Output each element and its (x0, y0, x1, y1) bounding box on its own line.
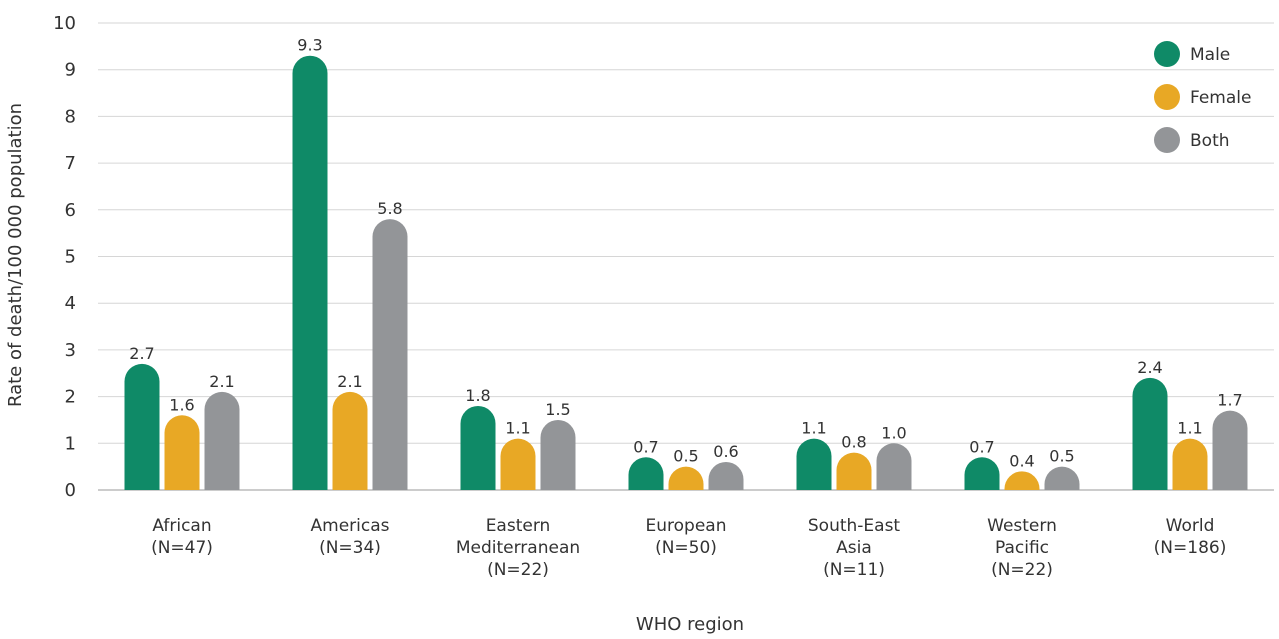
value-label: 1.5 (545, 400, 570, 419)
category-label: (N=22) (487, 560, 549, 580)
y-tick-label: 8 (65, 106, 76, 127)
value-label: 0.5 (1049, 447, 1074, 466)
legend-swatch-both (1154, 127, 1180, 153)
value-label: 9.3 (297, 36, 322, 55)
category-label: European (646, 516, 727, 536)
category-label: African (152, 516, 211, 536)
value-label: 2.1 (209, 372, 234, 391)
value-label: 0.4 (1009, 451, 1034, 470)
value-label: 0.7 (633, 437, 658, 456)
value-label: 5.8 (377, 199, 402, 218)
value-label: 1.6 (169, 395, 194, 414)
value-label: 1.1 (801, 419, 826, 438)
value-label: 0.5 (673, 447, 698, 466)
y-tick-label: 3 (65, 340, 76, 361)
category-label: Western (987, 516, 1057, 536)
category-label: (N=47) (151, 538, 213, 558)
legend-swatch-female (1154, 84, 1180, 110)
value-label: 1.8 (465, 386, 490, 405)
bar-male (964, 457, 1000, 490)
category-label: (N=186) (1154, 538, 1227, 558)
bar-male (1132, 377, 1168, 490)
category-label: (N=22) (991, 560, 1053, 580)
value-label: 0.8 (841, 433, 866, 452)
value-label: 1.1 (505, 419, 530, 438)
bar-both (204, 391, 240, 490)
value-label: 1.7 (1217, 391, 1242, 410)
category-label: Asia (836, 538, 872, 558)
bar-both (372, 219, 408, 490)
legend-label: Female (1190, 88, 1251, 108)
bar-female (1004, 471, 1040, 490)
category-label: World (1166, 516, 1215, 536)
y-tick-label: 6 (65, 200, 76, 221)
bar-female (332, 391, 368, 490)
legend-label: Both (1190, 131, 1230, 151)
value-label: 2.7 (129, 344, 154, 363)
bar-male (460, 405, 496, 490)
legend: Male Female Both (1154, 41, 1251, 153)
value-label: 1.0 (881, 423, 906, 442)
value-label: 0.7 (969, 437, 994, 456)
value-label: 2.1 (337, 372, 362, 391)
bar-both (1212, 410, 1248, 490)
y-tick-label: 1 (65, 433, 76, 454)
y-tick-label: 10 (53, 13, 76, 34)
bar-both (1044, 466, 1080, 490)
legend-label: Male (1190, 45, 1230, 65)
bar-female (668, 466, 704, 490)
bar-female (164, 415, 200, 490)
y-axis-title: Rate of death/100 000 population (5, 103, 26, 407)
category-label: South-East (808, 516, 901, 536)
gridlines (98, 22, 1274, 491)
value-label: 1.1 (1177, 419, 1202, 438)
y-tick-label: 4 (65, 293, 76, 314)
bar-female (836, 452, 872, 490)
category-label: (N=34) (319, 538, 381, 558)
category-label: Americas (311, 516, 390, 536)
bar-male (796, 438, 832, 490)
y-axis-ticks: 0 1 2 3 4 5 6 7 8 9 10 (53, 13, 76, 501)
bar-both (876, 443, 912, 490)
category-label: Mediterranean (456, 538, 580, 558)
y-tick-label: 9 (65, 60, 76, 81)
bar-female (1172, 438, 1208, 490)
category-labels: African(N=47) Americas(N=34) EasternMedite… (151, 516, 1226, 580)
category-label: Pacific (995, 538, 1049, 558)
value-labels: 2.7 1.6 2.1 9.3 2.1 5.8 1.8 1.1 1.5 0.7 0.5 0.6 1.1 0… (129, 36, 1242, 471)
bar-both (708, 461, 744, 490)
x-axis-title: WHO region (636, 614, 744, 635)
category-label: (N=11) (823, 560, 885, 580)
y-tick-label: 7 (65, 153, 76, 174)
bar-male (628, 457, 664, 490)
bar-female (500, 438, 536, 490)
bar-male (124, 363, 160, 490)
category-label: (N=50) (655, 538, 717, 558)
y-tick-label: 5 (65, 247, 76, 268)
category-label: Eastern (486, 516, 551, 536)
value-label: 2.4 (1137, 358, 1162, 377)
bar-male (292, 55, 328, 490)
bar-both (540, 419, 576, 490)
legend-swatch-male (1154, 41, 1180, 67)
y-tick-label: 2 (65, 387, 76, 408)
value-label: 0.6 (713, 442, 738, 461)
bars (124, 55, 1248, 490)
y-tick-label: 0 (65, 480, 76, 501)
